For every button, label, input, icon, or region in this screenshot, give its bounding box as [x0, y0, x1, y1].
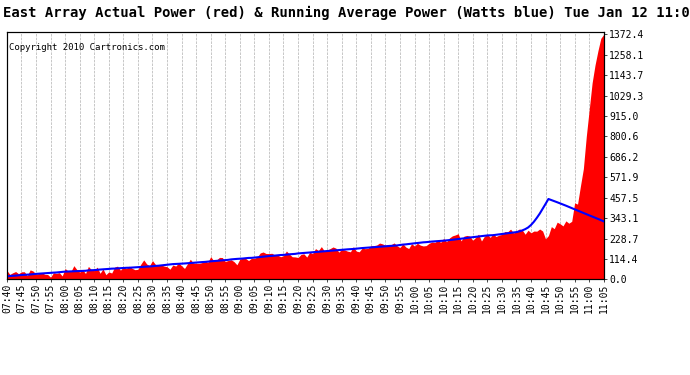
Text: Copyright 2010 Cartronics.com: Copyright 2010 Cartronics.com [9, 43, 165, 52]
Text: East Array Actual Power (red) & Running Average Power (Watts blue) Tue Jan 12 11: East Array Actual Power (red) & Running … [3, 6, 690, 20]
